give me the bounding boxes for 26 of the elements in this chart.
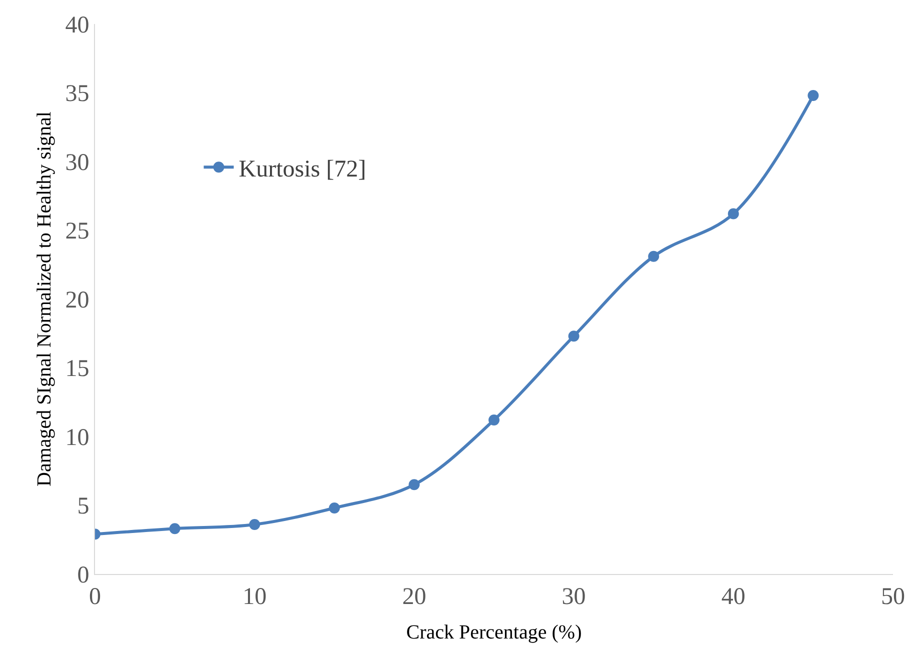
point — [568, 330, 580, 342]
y-tick-label: 20 — [65, 287, 90, 314]
point — [808, 90, 819, 101]
x-tick-label: 10 — [242, 584, 267, 610]
y-tick-label: 10 — [65, 424, 90, 451]
y-tick-label: 30 — [65, 150, 90, 176]
point — [648, 250, 660, 262]
x-axis-title: Crack Percentage (%) — [406, 621, 582, 644]
y-tick-label: 0 — [77, 562, 90, 588]
point — [249, 519, 260, 530]
x-tick-label: 40 — [721, 584, 746, 610]
point — [408, 479, 420, 490]
y-tick-label: 15 — [65, 356, 90, 382]
y-tick-label: 5 — [77, 494, 90, 520]
y-tick-label: 40 — [65, 12, 90, 38]
point — [169, 523, 180, 534]
x-tick-label: 20 — [402, 584, 426, 610]
point — [328, 502, 340, 514]
y-axis-title: Damaged SIgnal Normalized to Healthy signal — [34, 111, 56, 486]
legend-label: Kurtosis [72] — [238, 156, 366, 182]
x-tick-label: 50 — [881, 584, 905, 610]
point — [728, 208, 739, 220]
point — [488, 414, 500, 426]
y-tick-label: 25 — [65, 218, 90, 245]
y-tick-label: 35 — [65, 81, 90, 108]
x-tick-label: 30 — [562, 584, 586, 610]
